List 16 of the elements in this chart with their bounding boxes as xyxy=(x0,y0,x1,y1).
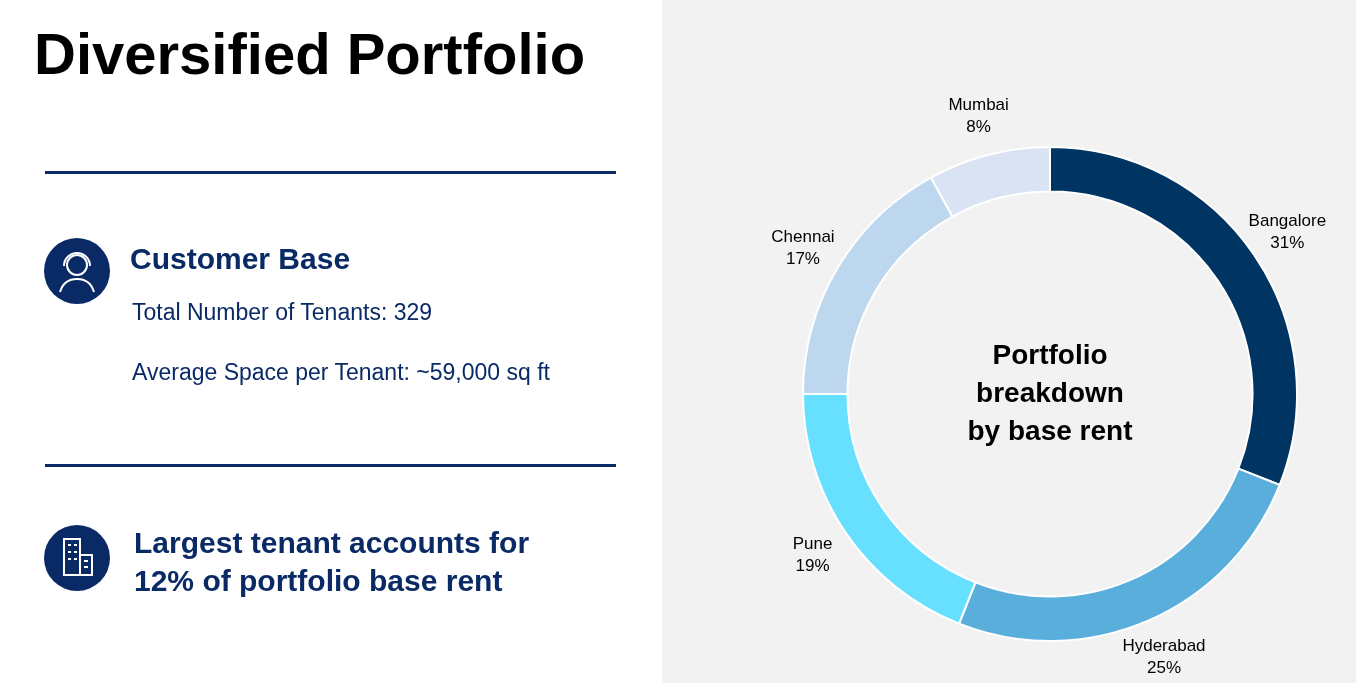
data-label: 31% xyxy=(1270,233,1305,253)
slice-label: Chennai xyxy=(771,226,835,246)
text: Customer Base xyxy=(130,241,351,277)
data-label: 8% xyxy=(966,116,991,136)
chart-title: Diversified Portfolio xyxy=(34,20,586,87)
slice-label: Pune xyxy=(792,534,833,554)
data-label: 25% xyxy=(1146,658,1181,678)
text: Average Space per Tenant: ~59,000 sq ft xyxy=(132,358,550,387)
text: Largest tenant accounts for 12% of portfolio base rent xyxy=(134,525,531,599)
text: Total Number of Tenants: 329 xyxy=(132,298,433,327)
data-label: 17% xyxy=(785,248,820,268)
data-label: 19% xyxy=(795,556,830,576)
slice-label: Hyderabad xyxy=(1122,636,1206,656)
text: Portfolio breakdown by base rent xyxy=(966,338,1134,448)
slice-label: Bangalore xyxy=(1248,211,1327,231)
slice-label: Mumbai xyxy=(948,94,1009,114)
